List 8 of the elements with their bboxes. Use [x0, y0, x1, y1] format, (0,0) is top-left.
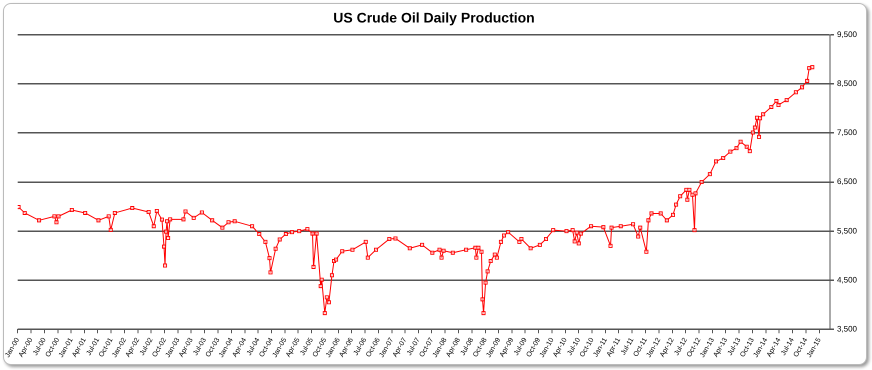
y-tick-label: 7,500 — [836, 128, 858, 138]
y-tick-label: 3,500 — [836, 324, 858, 334]
y-tick-label: 8,500 — [836, 79, 858, 88]
y-tick-label: 6,500 — [836, 177, 858, 186]
y-tick-label: 9,500 — [836, 30, 858, 40]
chart-title: US Crude Oil Daily Production — [333, 9, 535, 26]
y-tick-label: 5,500 — [836, 226, 858, 236]
y-tick-label: 4,500 — [836, 275, 858, 284]
